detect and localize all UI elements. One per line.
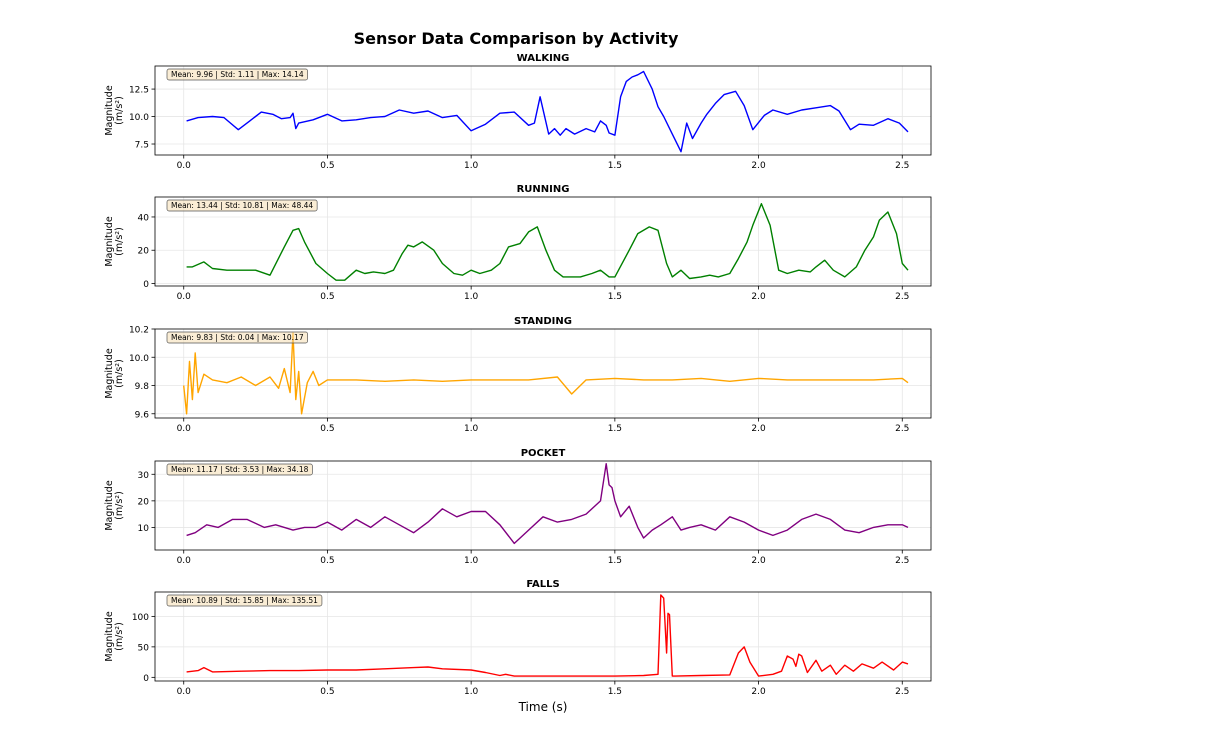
x-tick-label: 1.0 (464, 292, 479, 302)
stats-text: Mean: 10.89 | Std: 15.85 | Max: 135.51 (171, 596, 318, 605)
y-tick-label: 0 (143, 674, 149, 684)
plot-frame (154, 460, 932, 551)
x-tick-label: 0.0 (177, 292, 192, 302)
x-tick-label: 1.0 (464, 161, 479, 171)
x-tick-label: 1.5 (608, 424, 622, 434)
figure-title: Sensor Data Comparison by Activity (354, 29, 679, 48)
x-tick-label: 0.0 (177, 556, 192, 566)
subplot: STANDING 0.0 0.5 1.0 1.5 2.0 2.5 9.6 9.8 10.0 10.2… (104, 316, 932, 434)
subplot: FALLS 0.0 0.5 1.0 1.5 2.0 2.5 0 50 100 Magnitude(m… (104, 579, 932, 697)
y-tick-label: 10 (138, 524, 150, 534)
subplot: RUNNING 0.0 0.5 1.0 1.5 2.0 2.5 0 20 40 Magnitude(… (104, 184, 932, 302)
subplot: WALKING 0.0 0.5 1.0 1.5 2.0 2.5 7.5 10.0 12.5 Magn… (104, 53, 932, 171)
subplot-title: POCKET (521, 448, 566, 459)
y-tick-label: 40 (138, 213, 150, 223)
y-tick-label: 0 (143, 280, 149, 290)
x-tick-label: 2.0 (751, 687, 766, 697)
y-tick-label: 9.6 (135, 410, 150, 420)
plot-frame (154, 591, 932, 682)
y-axis-label: Magnitude(m/s²) (104, 216, 125, 266)
x-tick-label: 1.5 (608, 556, 622, 566)
x-tick-label: 0.0 (177, 161, 192, 171)
x-tick-label: 2.5 (895, 687, 909, 697)
x-tick-label: 0.5 (320, 687, 334, 697)
stats-box (166, 199, 318, 212)
subplot-title: RUNNING (517, 184, 570, 195)
series-line (186, 594, 909, 677)
x-tick-label: 0.5 (320, 424, 334, 434)
x-tick-label: 0.5 (320, 161, 334, 171)
x-axis-label: Time (s) (518, 700, 568, 714)
y-tick-label: 10.0 (129, 113, 149, 123)
stats-text: Mean: 13.44 | Std: 10.81 | Max: 48.44 (171, 201, 313, 210)
y-axis-label: Magnitude(m/s²) (104, 85, 125, 135)
subplot: POCKET 0.0 0.5 1.0 1.5 2.0 2.5 10 20 30 Magnitude(… (104, 448, 932, 566)
y-tick-label: 20 (138, 497, 150, 507)
y-tick-label: 7.5 (135, 141, 149, 151)
subplot-title: STANDING (514, 316, 572, 327)
y-tick-label: 12.5 (129, 86, 149, 96)
x-tick-label: 2.5 (895, 424, 909, 434)
x-tick-label: 0.5 (320, 556, 334, 566)
x-tick-label: 2.0 (751, 161, 766, 171)
stats-text: Mean: 9.96 | Std: 1.11 | Max: 14.14 (171, 70, 304, 79)
stats-box (166, 331, 308, 344)
x-tick-label: 1.0 (464, 556, 479, 566)
x-tick-label: 0.5 (320, 292, 334, 302)
y-tick-label: 20 (138, 247, 150, 257)
x-tick-label: 0.0 (177, 687, 192, 697)
x-tick-label: 1.0 (464, 424, 479, 434)
x-tick-label: 1.5 (608, 161, 622, 171)
series-line (186, 70, 909, 153)
stats-text: Mean: 11.17 | Std: 3.53 | Max: 34.18 (171, 465, 309, 474)
subplot-title: WALKING (517, 53, 570, 64)
stats-box (166, 463, 313, 476)
series-line (186, 203, 909, 281)
y-tick-label: 100 (132, 613, 149, 623)
x-tick-label: 2.0 (751, 424, 766, 434)
x-tick-label: 2.5 (895, 161, 909, 171)
y-tick-label: 10.2 (129, 326, 149, 336)
x-tick-label: 2.0 (751, 292, 766, 302)
plot-frame (154, 65, 932, 156)
y-axis-label: Magnitude(m/s²) (104, 611, 125, 661)
x-tick-label: 2.5 (895, 556, 909, 566)
x-tick-label: 1.5 (608, 292, 622, 302)
y-tick-label: 50 (138, 643, 150, 653)
x-tick-label: 0.0 (177, 424, 192, 434)
plot-frame (154, 328, 932, 419)
y-axis-label: Magnitude(m/s²) (104, 480, 125, 530)
plot-frame (154, 196, 932, 287)
series-line (186, 463, 909, 545)
x-tick-label: 2.5 (895, 292, 909, 302)
y-axis-label: Magnitude(m/s²) (104, 348, 125, 398)
x-tick-label: 2.0 (751, 556, 766, 566)
y-tick-label: 9.8 (135, 382, 150, 392)
x-tick-label: 1.5 (608, 687, 622, 697)
x-tick-label: 1.0 (464, 687, 479, 697)
series-line (183, 332, 909, 415)
stats-text: Mean: 9.83 | Std: 0.04 | Max: 10.17 (171, 333, 304, 342)
subplots: WALKING 0.0 0.5 1.0 1.5 2.0 2.5 7.5 10.0 12.5 Magn… (104, 53, 932, 697)
stats-box (166, 594, 323, 607)
y-tick-label: 10.0 (129, 354, 149, 364)
y-tick-label: 30 (138, 471, 150, 481)
stats-box (166, 68, 308, 81)
subplot-title: FALLS (526, 579, 559, 590)
